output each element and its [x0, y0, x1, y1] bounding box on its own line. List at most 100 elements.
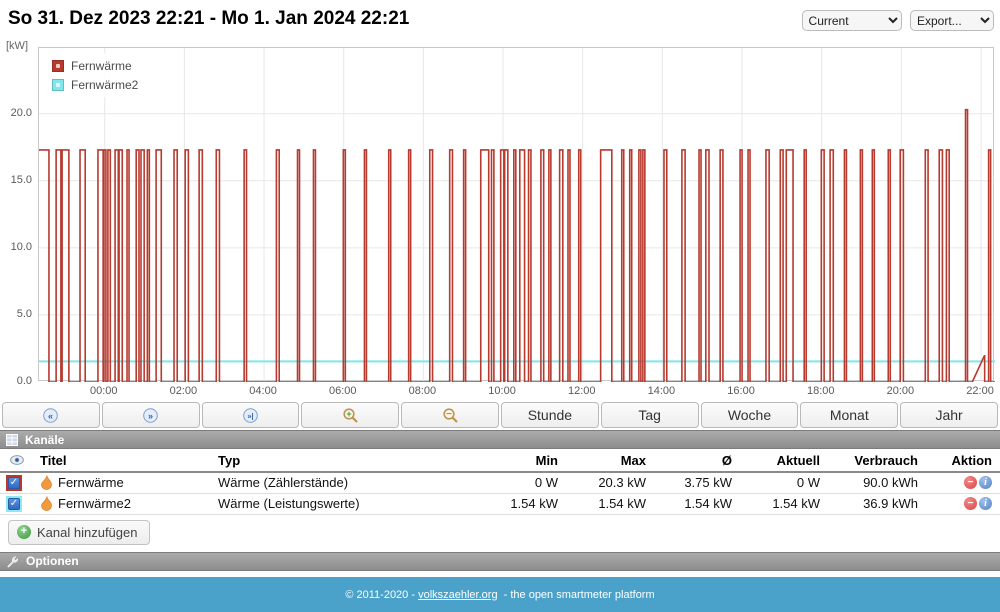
y-axis-tick-label: 20.0: [10, 106, 32, 119]
channel-avg: 1.54 kW: [684, 496, 732, 511]
channel-type: Wärme (Leistungswerte): [218, 496, 360, 511]
chart-canvas: [39, 48, 995, 382]
channel-max: 20.3 kW: [598, 475, 646, 491]
channel-consumption: 90.0 kWh: [863, 475, 918, 491]
legend-item: Fernwärme2: [52, 75, 138, 94]
zoom-in-button[interactable]: +: [301, 402, 400, 428]
fast-forward-button[interactable]: »: [101, 402, 200, 428]
legend-label: Fernwärme2: [71, 77, 139, 92]
x-axis-tick-label: 00:00: [89, 385, 118, 397]
visibility-eye-icon: [0, 449, 34, 472]
channel-color-swatch: ✓: [6, 474, 22, 491]
chart-container: [kW] Fernwärme Fernwärme2 0.0 5.0 10.0 15.0 2…: [0, 38, 1000, 400]
wrench-icon: [6, 555, 19, 568]
channels-section-header[interactable]: Kanäle: [0, 430, 1000, 449]
channel-consumption: 36.9 kWh: [863, 496, 918, 511]
channel-visibility-checkbox[interactable]: ✓: [8, 476, 20, 489]
range-month-button[interactable]: Monat: [800, 402, 899, 428]
channel-info-icon[interactable]: i: [979, 497, 992, 510]
channel-current: 0 W: [796, 475, 820, 491]
channel-visibility-checkbox[interactable]: ✓: [8, 497, 20, 510]
fast-forward-icon: »: [143, 407, 158, 423]
volkszaehler-link[interactable]: volkszaehler.org: [418, 588, 498, 601]
channel-row-fernwaerme: ✓ Fernwärme Wärme (Zählerstände) 0 W 20.…: [0, 472, 1000, 493]
zoom-in-icon: +: [343, 407, 358, 423]
col-header-min: Min: [535, 452, 558, 468]
channel-current: 1.54 kW: [772, 496, 820, 511]
col-header-titel: Titel: [40, 452, 67, 468]
options-section-header[interactable]: Optionen: [0, 551, 1000, 571]
legend-swatch: [52, 78, 64, 91]
channel-type: Wärme (Zählerstände): [218, 475, 349, 491]
x-axis-tick-label: 06:00: [328, 385, 357, 397]
remove-channel-icon[interactable]: −: [964, 497, 977, 510]
add-channel-button[interactable]: + Kanal hinzufügen: [8, 519, 151, 545]
y-axis-tick-label: 15.0: [10, 173, 32, 186]
table-grid-icon: [6, 433, 18, 446]
export-select[interactable]: Export...: [910, 10, 994, 31]
flame-icon: [41, 496, 52, 511]
x-axis-tick-label: 04:00: [249, 385, 277, 397]
channels-table: Titel Typ Min Max Ø Aktuell Verbrauch Ak…: [0, 449, 1000, 515]
flame-icon: [41, 475, 52, 491]
channels-section-title: Kanäle: [25, 432, 65, 447]
options-section-title: Optionen: [26, 554, 79, 568]
skip-to-end-button[interactable]: »|: [201, 402, 300, 428]
rewind-button[interactable]: «: [2, 402, 100, 428]
col-header-aktion: Aktion: [951, 452, 992, 468]
zoom-out-button[interactable]: −: [401, 402, 499, 428]
channel-avg: 3.75 kW: [684, 475, 732, 491]
range-day-button[interactable]: Tag: [600, 402, 699, 428]
channel-min: 0 W: [534, 475, 558, 491]
channel-info-icon[interactable]: i: [979, 476, 992, 490]
range-hour-button[interactable]: Stunde: [500, 402, 599, 428]
x-axis-tick-label: 10:00: [488, 385, 516, 397]
footer-copyright: © 2011-2020 -: [345, 588, 419, 601]
x-axis-tick-label: 22:00: [966, 385, 994, 397]
channel-row-fernwaerme2: ✓ Fernwärme2 Wärme (Leistungswerte) 1.54…: [0, 493, 1000, 514]
legend-label: Fernwärme: [71, 58, 132, 73]
channel-title[interactable]: Fernwärme: [58, 475, 124, 491]
rewind-icon: «: [43, 407, 59, 423]
view-select[interactable]: Current: [801, 10, 902, 31]
header-bar: So 31. Dez 2023 22:21 - Mo 1. Jan 2024 2…: [0, 0, 1000, 38]
skip-to-end-icon: »|: [243, 407, 258, 423]
col-header-aktuell: Aktuell: [776, 452, 820, 468]
x-axis-tick-label: 14:00: [647, 385, 676, 397]
y-axis-tick-label: 5.0: [16, 307, 32, 320]
range-year-button[interactable]: Jahr: [900, 402, 998, 428]
footer: © 2011-2020 - volkszaehler.org - the ope…: [0, 577, 1000, 612]
x-axis-tick-label: 08:00: [408, 385, 437, 397]
x-axis-tick-label: 18:00: [806, 385, 835, 397]
top-controls: Current Export...: [798, 10, 994, 31]
plus-icon: +: [17, 525, 31, 539]
channel-max: 1.54 kW: [598, 496, 646, 511]
page-title: So 31. Dez 2023 22:21 - Mo 1. Jan 2024 2…: [8, 8, 410, 29]
chart-toolbar: « » »| + − Stunde Tag Woche Monat Jahr: [0, 400, 1000, 430]
add-channel-label: Kanal hinzufügen: [37, 524, 138, 540]
svg-text:»|: »|: [247, 411, 253, 420]
svg-text:+: +: [346, 409, 351, 419]
y-axis-unit-label: [kW]: [6, 40, 28, 52]
x-axis-tick-label: 12:00: [567, 385, 596, 397]
footer-tagline: - the open smartmeter platform: [500, 588, 655, 601]
y-axis-tick-label: 10.0: [10, 240, 32, 253]
x-axis-tick-label: 16:00: [727, 385, 755, 397]
svg-text:−: −: [446, 409, 452, 420]
channel-title[interactable]: Fernwärme2: [58, 496, 131, 511]
col-header-avg: Ø: [721, 452, 732, 468]
channel-min: 1.54 kW: [510, 496, 558, 511]
plot-area[interactable]: Fernwärme Fernwärme2: [38, 47, 995, 382]
x-axis-tick-label: 20:00: [886, 385, 915, 397]
channel-color-swatch: ✓: [6, 495, 22, 512]
zoom-out-icon: −: [442, 407, 458, 423]
chart-legend: Fernwärme Fernwärme2: [46, 53, 145, 97]
col-header-verbrauch: Verbrauch: [854, 452, 918, 468]
y-axis-tick-label: 0.0: [16, 375, 32, 387]
channels-table-header-row: Titel Typ Min Max Ø Aktuell Verbrauch Ak…: [0, 449, 1000, 472]
remove-channel-icon[interactable]: −: [964, 476, 977, 490]
legend-item: Fernwärme: [52, 56, 138, 75]
range-week-button[interactable]: Woche: [700, 402, 799, 428]
x-axis-tick-label: 02:00: [169, 385, 198, 397]
svg-text:«: «: [48, 410, 53, 420]
